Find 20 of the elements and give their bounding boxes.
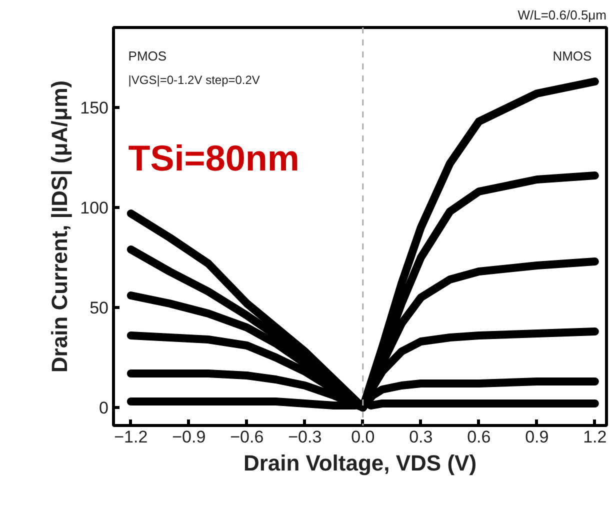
y-axis-title: Drain Current, |IDS| (μA/μm)	[47, 80, 72, 373]
x-tick-label: 0.6	[467, 428, 491, 446]
x-tick-label: 0.9	[525, 428, 549, 446]
annotation: TSi=80nm	[128, 138, 300, 179]
x-tick-label: 1.2	[583, 428, 607, 446]
x-tick-label: −0.3	[288, 428, 322, 446]
y-tick-label: 0	[99, 398, 109, 418]
annotation: |VGS|=0-1.2V step=0.2V	[128, 73, 260, 88]
x-axis-title: Drain Voltage, VDS (V)	[243, 450, 477, 476]
y-tick-label: 150	[80, 98, 109, 118]
x-tick-label: 0.0	[351, 428, 375, 446]
annotation: PMOS	[128, 48, 167, 64]
x-tick-label: −1.2	[114, 428, 148, 446]
y-tick-label: 100	[80, 198, 109, 218]
y-tick-label: 50	[90, 298, 109, 318]
x-tick-label: −0.9	[172, 428, 206, 446]
text: W/L=0.6/0.5μm	[518, 8, 607, 22]
x-tick-label: 0.3	[409, 428, 433, 446]
x-tick-label: −0.6	[230, 428, 264, 446]
annotation: NMOS	[552, 48, 592, 64]
